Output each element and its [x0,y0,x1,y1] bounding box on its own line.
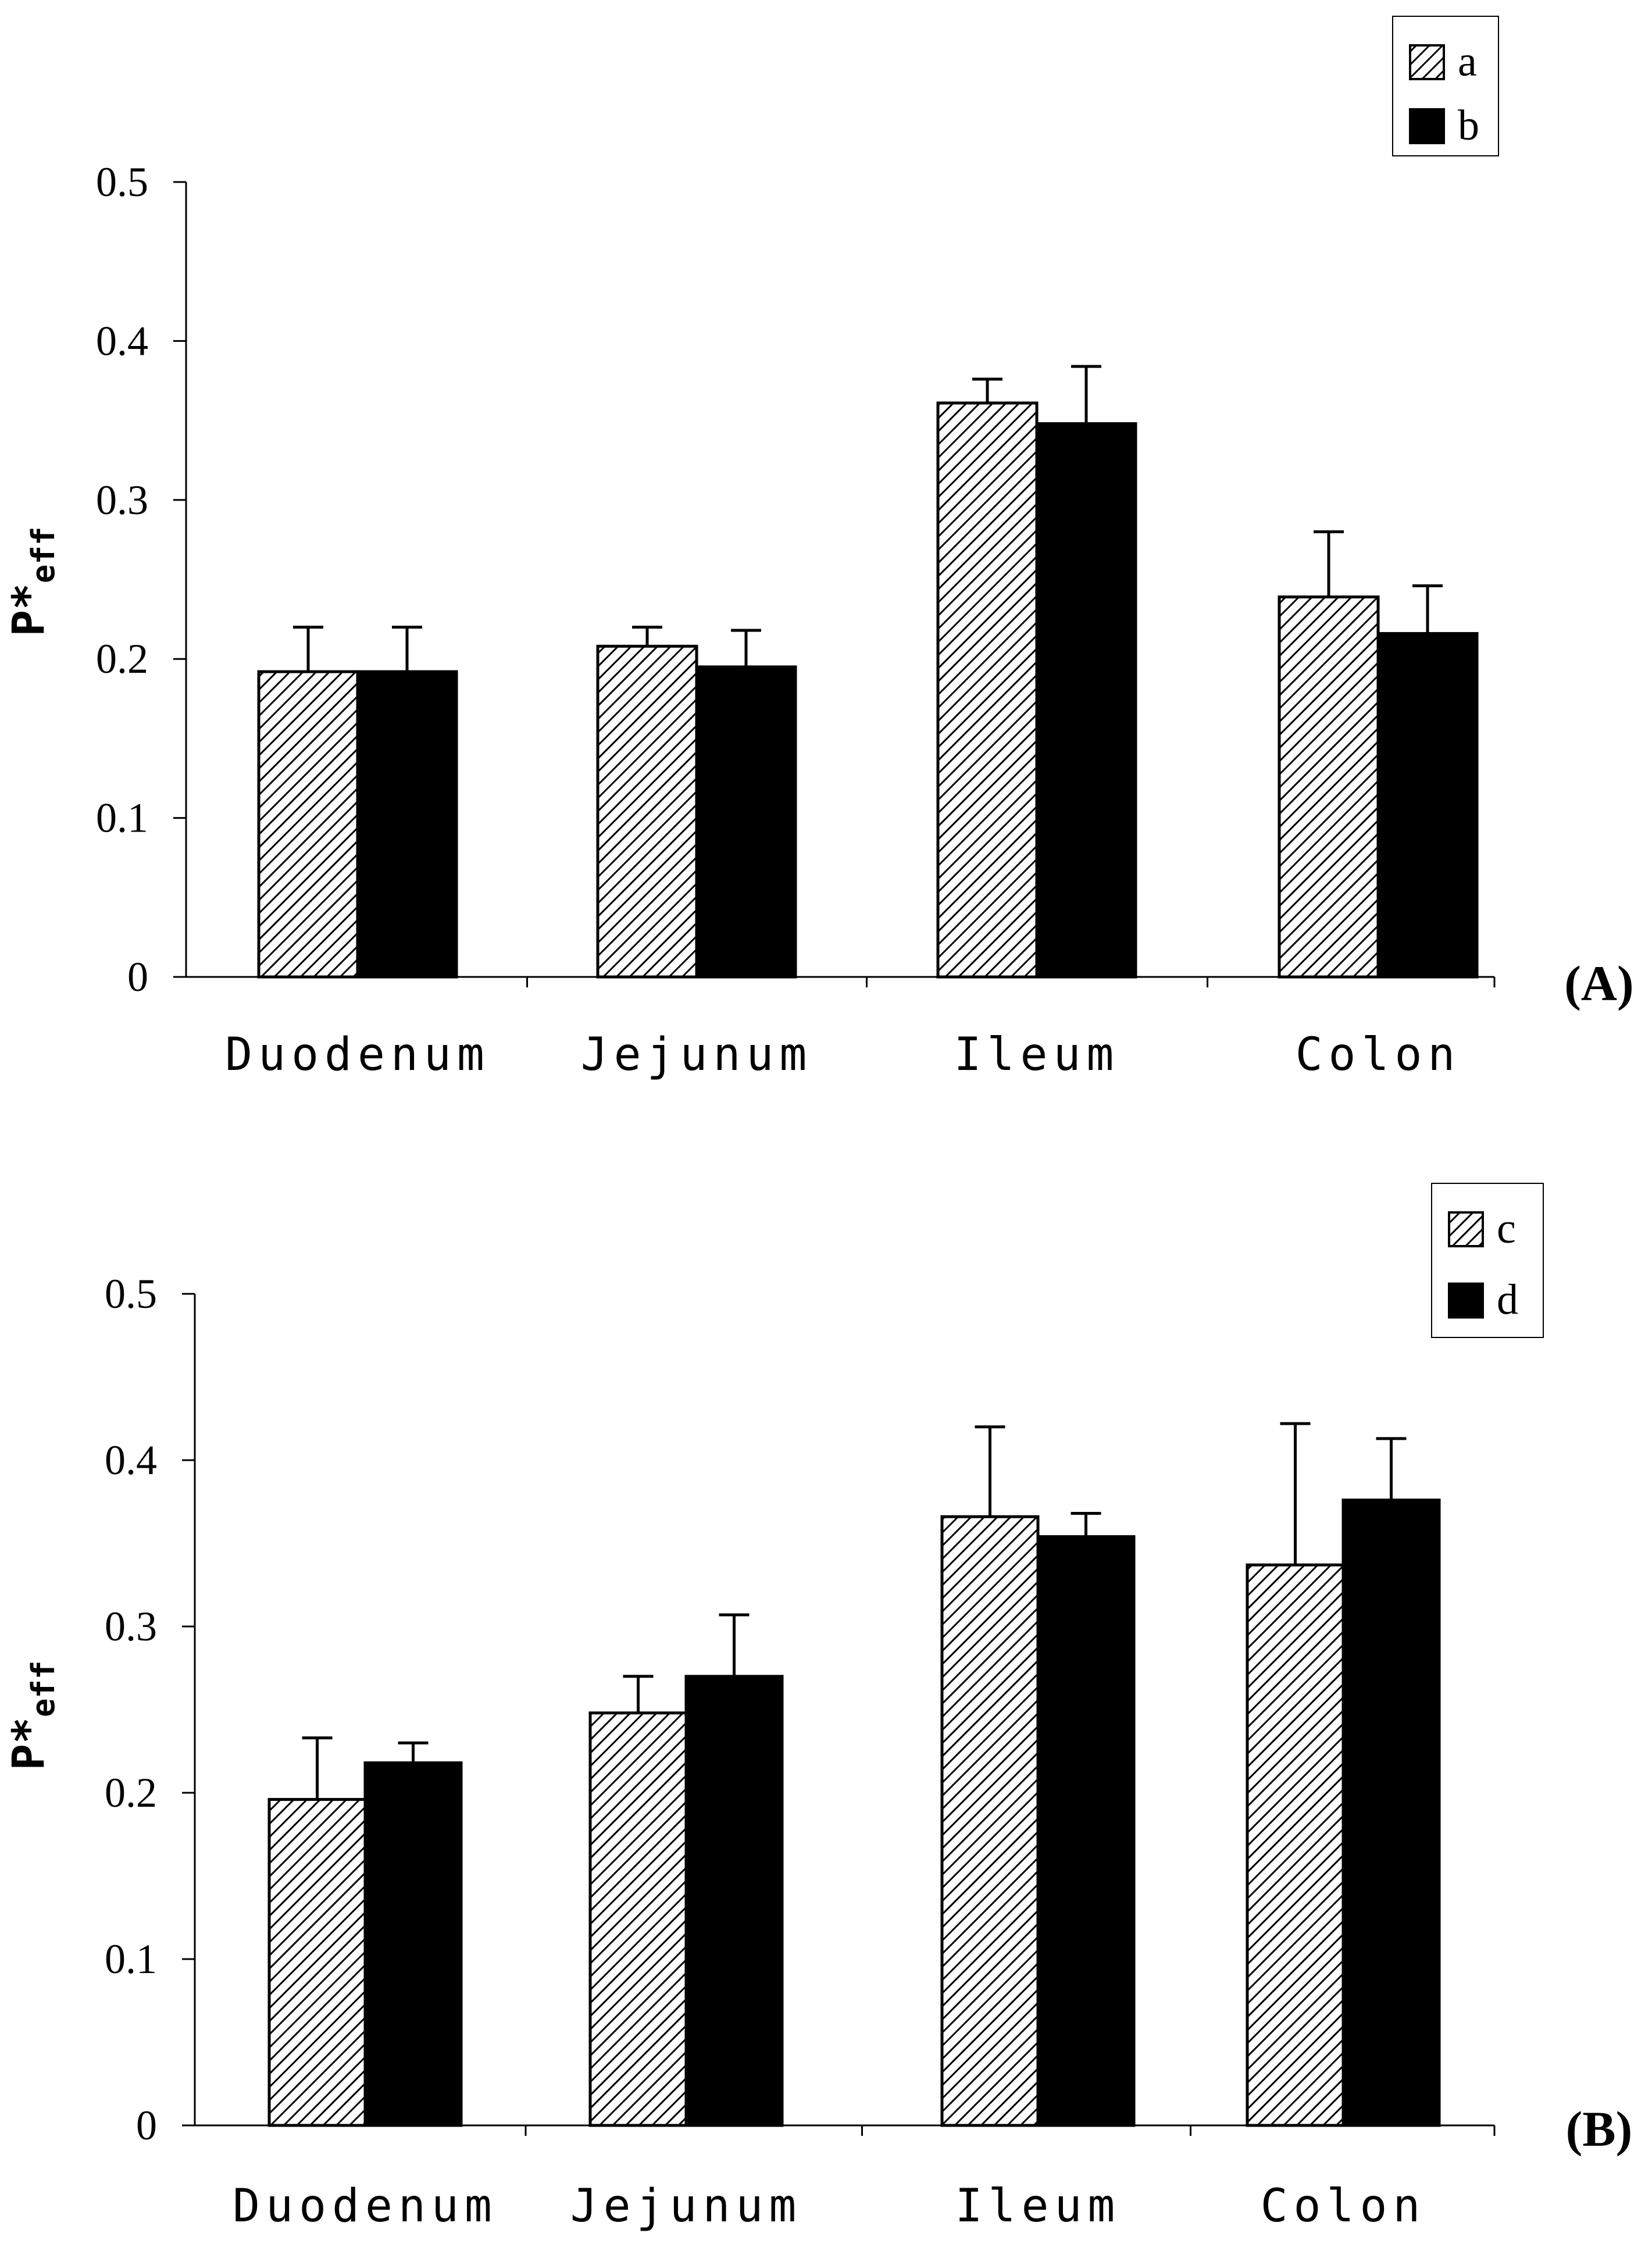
bar-c-ileum [940,1515,1040,2127]
x-category-label: Duodenum [233,2180,498,2232]
bar-c-jejunum [588,1711,688,2127]
panel-label: (A) [1564,955,1633,1011]
bar-a-ileum [936,401,1039,979]
x-category-label: Colon [1296,1029,1461,1081]
y-tick-label: 0.5 [96,159,148,205]
y-axis-label-subscript: eff [25,526,62,583]
legend-label-d: d [1497,1276,1518,1324]
y-tick-label: 0.3 [96,477,148,523]
legend-label-b: b [1458,102,1479,149]
legend-swatch-a [1409,44,1445,80]
y-axis-label-subscript: eff [25,1660,62,1717]
bar-b-ileum [1035,422,1137,979]
bar-c-duodenum [267,1797,367,2127]
y-axis-label-main: P* [2,1717,54,1771]
y-tick-label: 0 [127,954,148,1000]
y-tick-label: 0.1 [105,1936,157,1982]
bar-c-colon [1246,1563,1345,2127]
bar-a-duodenum [257,670,359,979]
legend-label-c: c [1497,1205,1516,1253]
bar-a-colon [1278,595,1380,979]
y-tick-label: 0.2 [96,636,148,682]
legend-box [1392,16,1499,156]
bar-b-duodenum [356,670,458,979]
legend-swatch-d [1448,1282,1484,1319]
y-axis-label: P*eff [2,1660,62,1770]
y-tick-label: 0 [136,2102,157,2149]
bar-b-colon [1376,632,1479,979]
x-category-label: Ileum [955,2180,1121,2232]
x-category-label: Ileum [954,1029,1120,1081]
x-category-label: Duodenum [225,1029,490,1081]
x-category-label: Jejunum [581,1029,813,1081]
y-tick-label: 0.5 [105,1271,157,1317]
x-category-label: Jejunum [570,2180,802,2232]
y-tick-label: 0.4 [96,318,148,364]
y-tick-label: 0.1 [96,795,148,841]
bar-a-jejunum [596,644,698,979]
chart-panel-b: 0 0.1 0.2 0.3 0.4 0.5 Duodenum Jejunum Ileum Colo… [2,1183,1632,2232]
legend-swatch-c [1448,1211,1484,1247]
y-tick-label: 0.2 [105,1770,157,1816]
legend-label-a: a [1458,38,1477,85]
x-category-label: Colon [1261,2180,1426,2232]
chart-panel-a: 0 0.1 0.2 0.3 0.4 0.5 Duodenum Jejunum Ileum Colo… [2,16,1634,1081]
y-tick-label: 0.3 [105,1603,157,1650]
y-axis-label: P*eff [2,526,62,636]
y-axis-label-main: P* [2,583,54,637]
legend-swatch-b [1409,108,1445,144]
bar-d-ileum [1036,1535,1136,2127]
bar-d-colon [1341,1499,1441,2127]
bar-d-jejunum [684,1675,784,2127]
bar-b-jejunum [695,665,797,979]
panel-label: (B) [1566,2101,1633,2157]
y-tick-label: 0.4 [105,1437,157,1483]
bar-d-duodenum [363,1761,463,2127]
